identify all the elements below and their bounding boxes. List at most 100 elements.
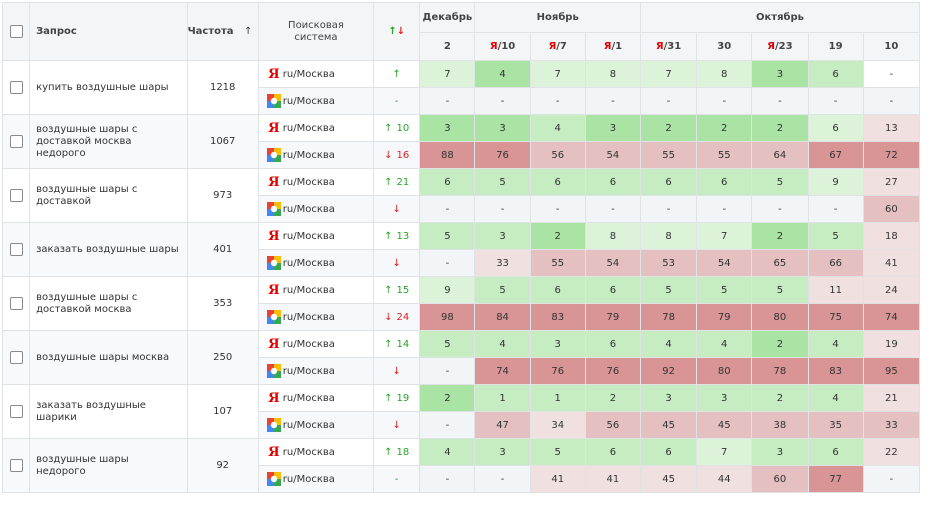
yandex-update-marker: Я xyxy=(489,41,498,52)
trend-change: 14 xyxy=(396,338,410,350)
date-header: 30 xyxy=(696,32,753,61)
trend-up-icon: ↑ xyxy=(384,392,393,404)
select-all-checkbox[interactable] xyxy=(9,25,23,38)
position-value: - xyxy=(696,87,753,115)
row-checkbox[interactable] xyxy=(9,351,23,364)
position-value: 33 xyxy=(474,249,531,277)
position-value: 8 xyxy=(696,60,753,88)
date-label: 2 xyxy=(443,41,451,52)
position-value: - xyxy=(862,87,921,115)
position-value: 6 xyxy=(419,168,476,196)
position-value: 77 xyxy=(807,465,864,493)
table-row: ru/Москва ↓ -47 34 56 45 45 38 35 33 xyxy=(3,411,921,439)
position-value: 6 xyxy=(584,168,641,196)
google-icon xyxy=(266,364,281,378)
position-value: 5 xyxy=(529,438,586,466)
region-label: ru/Москва xyxy=(282,473,335,485)
google-icon xyxy=(266,202,281,216)
position-value: 6 xyxy=(584,330,641,358)
region-label: ru/Москва xyxy=(282,203,335,215)
position-value: 6 xyxy=(807,60,864,88)
trend-header[interactable]: ↑↓ xyxy=(373,2,421,61)
position-value: 4 xyxy=(639,330,698,358)
position-value: 2 xyxy=(639,114,698,142)
position-value: - xyxy=(474,87,531,115)
region-label: ru/Москва xyxy=(282,95,335,107)
row-checkbox-cell xyxy=(1,222,31,277)
row-checkbox[interactable] xyxy=(9,297,23,310)
region-label: ru/Москва xyxy=(282,446,335,458)
position-value: 5 xyxy=(696,276,753,304)
region-label: ru/Москва xyxy=(282,365,335,377)
trend-cell: ↓ xyxy=(373,357,421,385)
date-header: Я/23 xyxy=(751,32,809,61)
query-text: заказать воздушные шары xyxy=(29,222,188,277)
position-value: 3 xyxy=(751,60,809,88)
position-value: 5 xyxy=(419,222,476,250)
trend-down-icon: ↓ xyxy=(392,203,401,215)
table-row: ru/Москва ↓ 24 98 84 83 79 78 79 80 75 74 xyxy=(3,303,921,331)
date-header: Я/10 xyxy=(474,32,531,61)
table-row: воздушные шары с доставкой москва недоро… xyxy=(1,114,921,169)
date-header: Я/7 xyxy=(529,32,586,61)
date-header: Я/31 xyxy=(639,32,698,61)
position-value: - xyxy=(474,195,531,223)
date-header: 19 xyxy=(807,32,864,61)
trend-change: 18 xyxy=(396,446,410,458)
query-text: воздушные шары недорого xyxy=(29,438,188,493)
query-text: воздушные шары с доставкой москва недоро… xyxy=(29,114,188,169)
google-engine-cell: ru/Москва xyxy=(257,195,375,223)
position-value: 78 xyxy=(751,357,809,385)
date-label: 30 xyxy=(717,41,732,52)
position-value: 2 xyxy=(751,384,809,412)
position-value: 5 xyxy=(639,276,698,304)
position-value: - xyxy=(419,195,476,223)
trend-cell: ↑ 14 xyxy=(373,330,421,358)
frequency-value: 401 xyxy=(186,222,259,277)
position-value: 64 xyxy=(751,141,809,169)
trend-cell: ↓ 24 xyxy=(373,303,421,331)
google-icon xyxy=(266,472,281,486)
frequency-value: 250 xyxy=(186,330,259,385)
trend-cell: ↓ 16 xyxy=(373,141,421,169)
position-value: 41 xyxy=(584,465,641,493)
position-value: - xyxy=(529,195,586,223)
position-value: 45 xyxy=(639,411,698,439)
month-label: Декабрь xyxy=(422,12,473,23)
row-checkbox[interactable] xyxy=(9,135,23,148)
position-value: 45 xyxy=(696,411,753,439)
engine-header-line1: Поисковая xyxy=(288,19,344,31)
position-value: - xyxy=(419,411,476,439)
frequency-value: 92 xyxy=(186,438,259,493)
row-checkbox[interactable] xyxy=(9,189,23,202)
region-label: ru/Москва xyxy=(282,257,335,269)
query-header-label: Запрос xyxy=(36,26,77,37)
trend-up-icon: ↑ xyxy=(384,176,393,188)
position-value: 88 xyxy=(419,141,476,169)
position-value: - xyxy=(751,87,809,115)
position-value: 3 xyxy=(474,222,531,250)
position-value: - xyxy=(639,195,698,223)
month-header-december: Декабрь xyxy=(419,2,476,33)
date-header: Я/1 xyxy=(584,32,641,61)
row-checkbox[interactable] xyxy=(9,243,23,256)
position-value: 41 xyxy=(529,465,586,493)
google-icon xyxy=(266,310,281,324)
position-value: 45 xyxy=(639,465,698,493)
frequency-header[interactable]: Частота ↑ xyxy=(186,2,259,61)
position-value: 5 xyxy=(751,276,809,304)
position-value: - xyxy=(807,195,864,223)
row-checkbox-cell xyxy=(1,438,31,493)
row-checkbox[interactable] xyxy=(9,405,23,418)
position-value: 7 xyxy=(696,222,753,250)
yandex-icon: Я xyxy=(268,66,280,82)
query-header[interactable]: Запрос xyxy=(29,2,188,61)
position-value: 6 xyxy=(696,168,753,196)
row-checkbox[interactable] xyxy=(9,459,23,472)
row-checkbox[interactable] xyxy=(9,81,23,94)
